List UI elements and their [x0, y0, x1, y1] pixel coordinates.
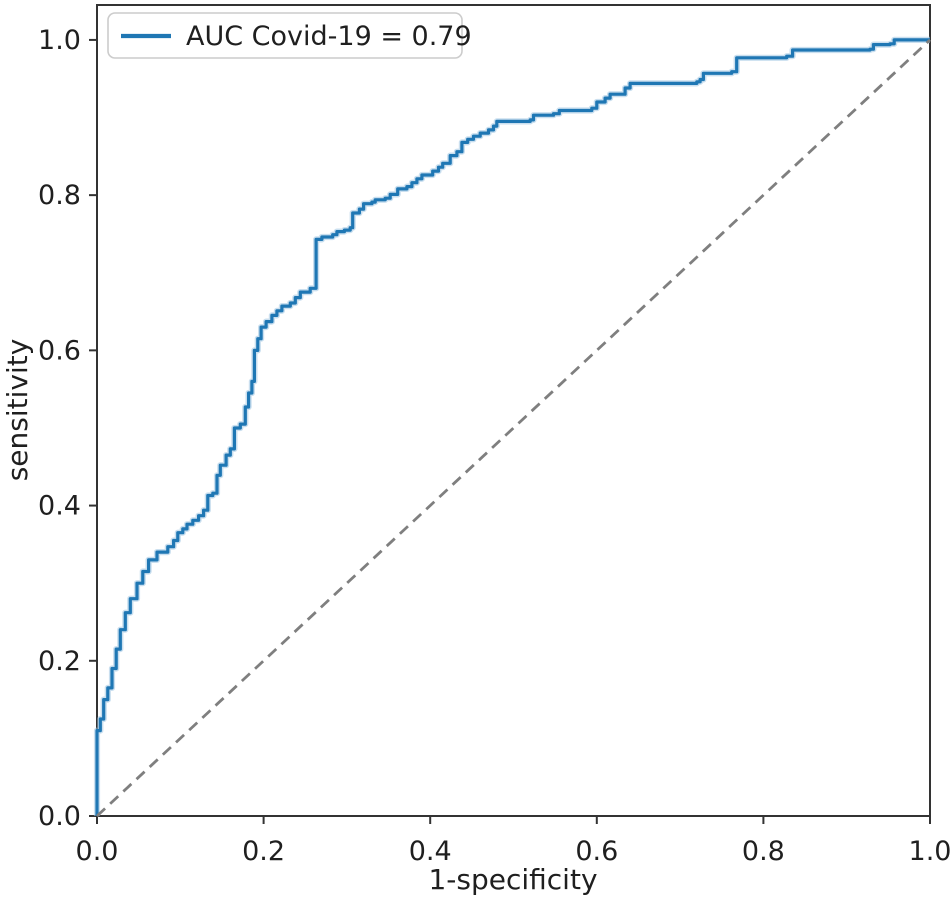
roc-curve-line: [95, 38, 930, 816]
y-tick-label: 1.0: [38, 25, 81, 56]
plot-area: 0.0 0.2 0.4 0.6 0.8 1.0 0.0 0.2 0.4 0.6 0.8 1.0: [38, 4, 950, 867]
chance-diagonal-line: [96, 38, 931, 818]
y-tick-label: 0.0: [38, 801, 81, 832]
legend-label: AUC Covid-19 = 0.79: [186, 21, 472, 52]
x-axis-label: 1-specificity: [428, 863, 597, 896]
y-tick-label: 0.6: [38, 335, 81, 366]
x-tick-label: 0.4: [409, 836, 452, 867]
legend: AUC Covid-19 = 0.79: [107, 12, 472, 59]
axes-spines: [96, 4, 931, 817]
y-axis-label: sensitivity: [1, 339, 34, 482]
y-tick-label: 0.8: [38, 180, 81, 211]
x-tick-label: 1.0: [909, 836, 950, 867]
x-tick-label: 0.2: [242, 836, 285, 867]
x-tick-label: 0.8: [742, 836, 785, 867]
x-tick-label: 0.0: [76, 836, 119, 867]
y-tick-label: 0.4: [38, 491, 81, 522]
legend-box: [107, 12, 463, 59]
x-tick-label: 0.6: [575, 836, 618, 867]
y-tick-label: 0.2: [38, 646, 81, 677]
